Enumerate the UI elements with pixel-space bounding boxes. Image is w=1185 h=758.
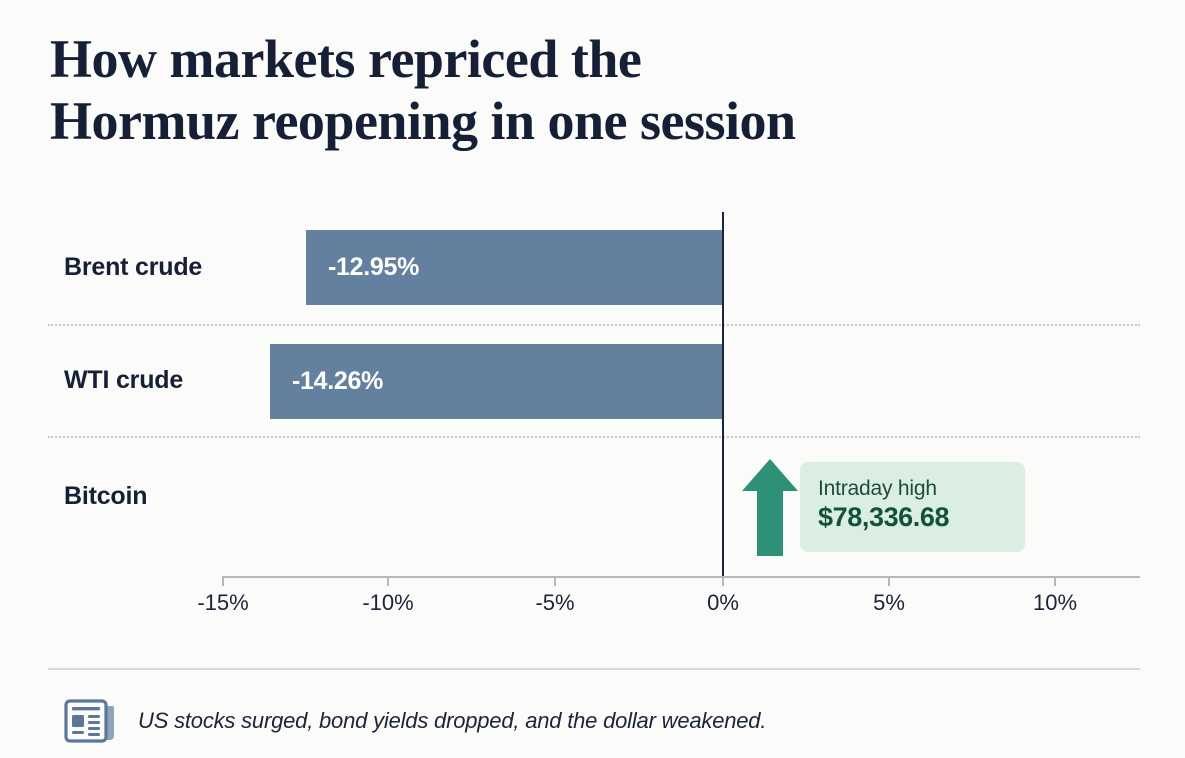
zero-line [722, 212, 724, 576]
bar-value-brent-crude: -12.95% [328, 253, 420, 281]
row-label-brent-crude: Brent crude [64, 253, 203, 281]
x-axis-line [222, 576, 1140, 578]
x-tick-mark-4 [888, 576, 890, 586]
callout-label: Intraday high [818, 477, 937, 500]
row-separator-2 [48, 436, 1140, 438]
bar-brent-crude[interactable]: -12.95% [306, 230, 723, 305]
x-tick-mark-2 [554, 576, 556, 586]
x-tick-mark-1 [387, 576, 389, 586]
footer-note: US stocks surged, bond yields dropped, a… [64, 698, 766, 744]
newspaper-icon [64, 699, 114, 743]
x-tick-label-1: -10% [362, 590, 414, 615]
footer-text: US stocks surged, bond yields dropped, a… [138, 708, 767, 733]
x-tick-mark-3 [722, 576, 724, 586]
callout-value: $78,336.68 [818, 502, 950, 532]
x-tick-mark-5 [1054, 576, 1056, 586]
x-tick-label-4: 5% [873, 590, 905, 615]
bar-wti-crude[interactable]: -14.26% [270, 344, 723, 419]
intraday-high-callout: Intraday high $78,336.68 [800, 462, 1025, 552]
up-arrow-icon [742, 459, 798, 556]
x-tick-mark-0 [222, 576, 224, 586]
row-separator-1 [48, 324, 1140, 326]
page-title: How markets repriced the Hormuz reopenin… [50, 29, 796, 151]
x-tick-label-2: -5% [535, 590, 575, 615]
x-tick-label-0: -15% [197, 590, 249, 615]
x-tick-label-3: 0% [707, 590, 739, 615]
bar-value-wti-crude: -14.26% [292, 367, 384, 395]
row-label-wti-crude: WTI crude [64, 366, 184, 394]
footer-divider [48, 668, 1140, 670]
row-label-bitcoin: Bitcoin [64, 482, 148, 510]
x-tick-label-5: 10% [1032, 590, 1078, 615]
